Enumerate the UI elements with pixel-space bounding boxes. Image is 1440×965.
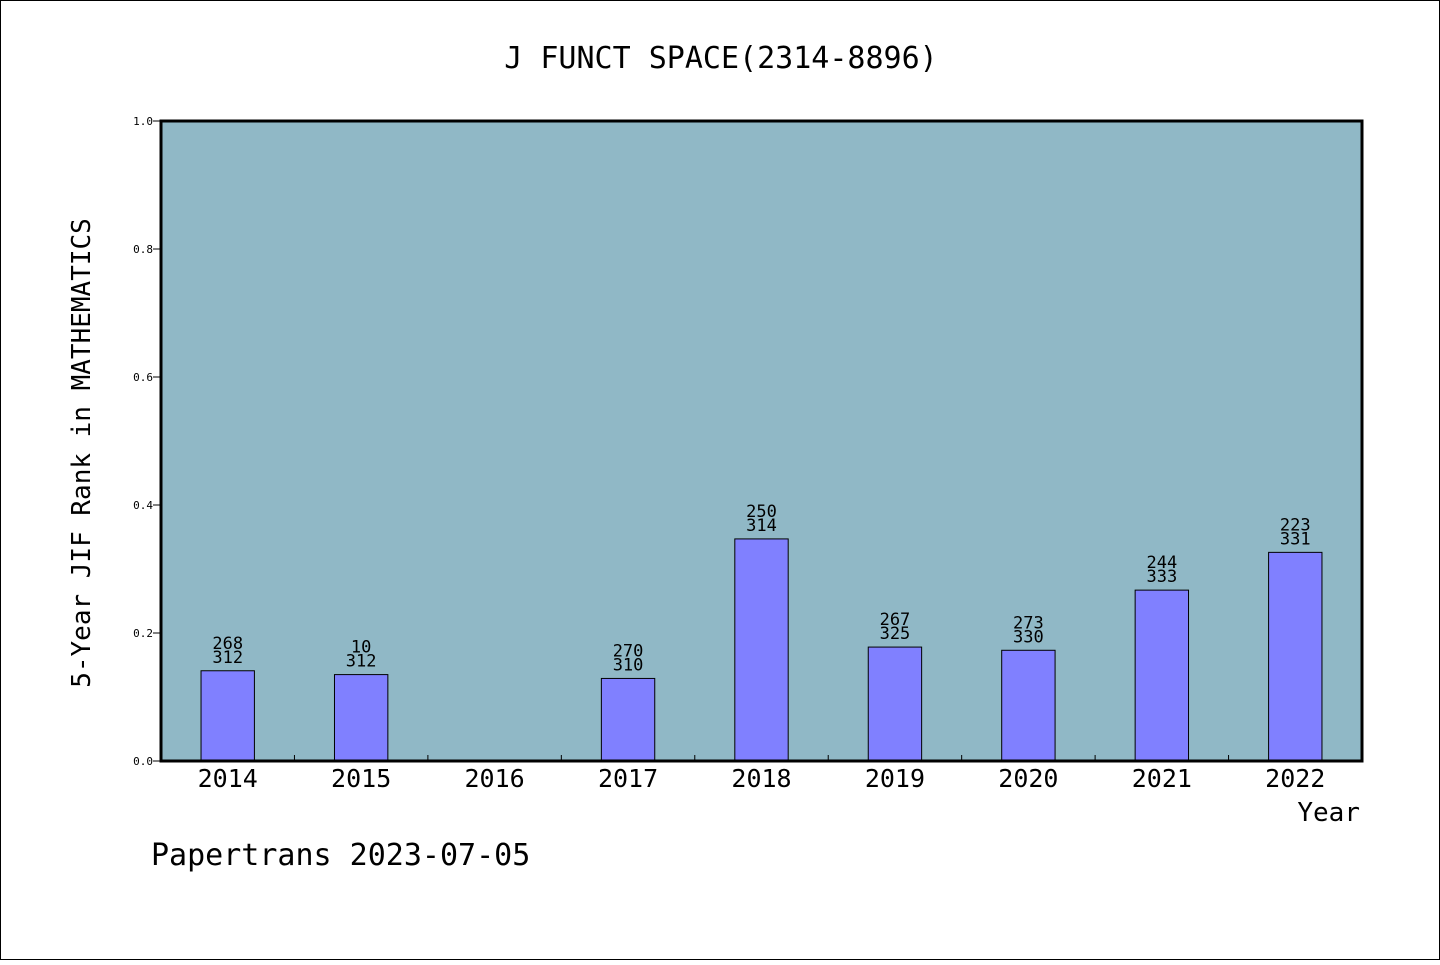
plot-border <box>159 119 1364 763</box>
data-label-rank-2021: 244 <box>1146 553 1177 573</box>
y-tick-label-0.0: 0.0 <box>133 755 153 768</box>
x-axis: 2014 2015 2016 2017 2018 2019 2020 2021 2022 <box>198 755 1325 793</box>
data-label-rank-2014: 268 <box>212 634 243 654</box>
bar-2022 <box>1268 551 1323 762</box>
data-label-rank-2017: 270 <box>613 641 644 661</box>
x-tick-label-2017: 2017 <box>598 764 658 793</box>
x-tick-label-2018: 2018 <box>731 764 791 793</box>
x-axis-label: Year <box>1297 798 1360 828</box>
bar-2015 <box>333 674 389 762</box>
bar-2020 <box>1001 649 1056 762</box>
bar-2014 <box>200 670 255 762</box>
chart-title: J FUNCT SPACE(2314-8896) <box>504 41 937 76</box>
bar-2018 <box>734 538 789 762</box>
data-label-total-2020: 330 <box>1013 627 1044 647</box>
data-label-total-2022: 331 <box>1280 529 1311 549</box>
y-axis: 0.0 0.2 0.4 0.6 0.8 1.0 <box>133 115 161 768</box>
x-tick-label-2016: 2016 <box>465 764 525 793</box>
data-label-rank-2015: 10 <box>351 638 371 658</box>
data-label-rank-2022: 223 <box>1280 515 1311 535</box>
data-label-rank-2020: 273 <box>1013 613 1044 633</box>
data-label-total-2019: 325 <box>880 624 911 644</box>
x-tick-label-2014: 2014 <box>198 764 258 793</box>
y-tick-label-1.0: 1.0 <box>133 115 153 128</box>
data-label-total-2021: 333 <box>1146 567 1177 587</box>
y-axis-label: 5-Year JIF Rank in MATHEMATICS <box>67 218 97 688</box>
bar-2021 <box>1134 589 1190 762</box>
data-labels-layer: 2683121031227031025031426732527333024433… <box>212 502 1310 676</box>
bar-2019 <box>867 646 923 762</box>
data-label-rank-2019: 267 <box>880 610 911 630</box>
x-tick-label-2020: 2020 <box>998 764 1058 793</box>
bar-2017 <box>600 677 656 762</box>
y-tick-label-0.4: 0.4 <box>133 499 153 512</box>
data-label-total-2017: 310 <box>613 655 644 675</box>
data-label-total-2015: 312 <box>346 652 377 672</box>
data-label-total-2018: 314 <box>746 516 777 536</box>
y-tick-label-0.8: 0.8 <box>133 243 153 256</box>
x-tick-label-2015: 2015 <box>331 764 391 793</box>
x-tick-label-2022: 2022 <box>1265 764 1325 793</box>
y-tick-label-0.6: 0.6 <box>133 371 153 384</box>
x-tick-label-2021: 2021 <box>1132 764 1192 793</box>
data-label-total-2014: 312 <box>212 648 243 668</box>
x-tick-label-2019: 2019 <box>865 764 925 793</box>
y-tick-label-0.2: 0.2 <box>133 627 153 640</box>
bars-layer <box>200 538 1323 762</box>
watermark-text: Papertrans 2023-07-05 <box>151 838 530 873</box>
data-label-rank-2018: 250 <box>746 502 777 522</box>
